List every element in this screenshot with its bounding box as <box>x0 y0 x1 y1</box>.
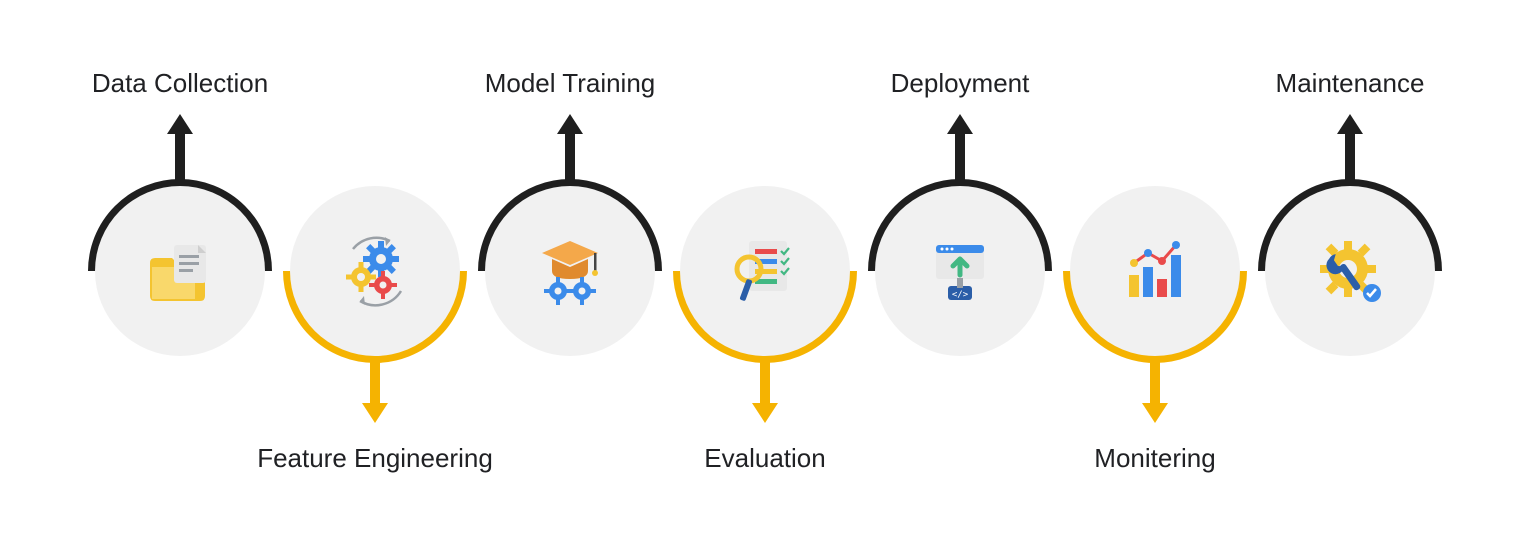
step-label: Maintenance <box>1200 68 1500 99</box>
step-deployment: Deployment </> <box>875 186 1045 356</box>
gears-cycle-icon <box>335 231 415 311</box>
arrow-down <box>750 353 780 428</box>
step-label: Evaluation <box>615 443 915 474</box>
arrow-up <box>1335 114 1365 189</box>
deploy-screen-icon: </> <box>920 231 1000 311</box>
analytics-bars-icon <box>1115 231 1195 311</box>
arrow-up <box>945 114 975 189</box>
ml-pipeline-diagram: Data Collection F <box>0 0 1536 543</box>
grad-cap-gears-icon <box>530 231 610 311</box>
step-label: Deployment <box>810 68 1110 99</box>
step-feature-engineering: Feature Engineering <box>290 186 460 356</box>
arrow-up <box>165 114 195 189</box>
step-maintenance: Maintenance <box>1265 186 1435 356</box>
step-label: Data Collection <box>30 68 330 99</box>
arrow-down <box>360 353 390 428</box>
step-data-collection: Data Collection <box>95 186 265 356</box>
gear-wrench-icon <box>1310 231 1390 311</box>
step-label: Monitering <box>1005 443 1305 474</box>
arrow-up <box>555 114 585 189</box>
svg-text:</>: </> <box>952 290 969 300</box>
step-label: Model Training <box>420 68 720 99</box>
step-monitoring: Monitering <box>1070 186 1240 356</box>
arrow-down <box>1140 353 1170 428</box>
step-label: Feature Engineering <box>225 443 525 474</box>
folder-doc-icon <box>140 231 220 311</box>
checklist-magnify-icon <box>725 231 805 311</box>
step-evaluation: Evaluation <box>680 186 850 356</box>
step-model-training: Model Training <box>485 186 655 356</box>
